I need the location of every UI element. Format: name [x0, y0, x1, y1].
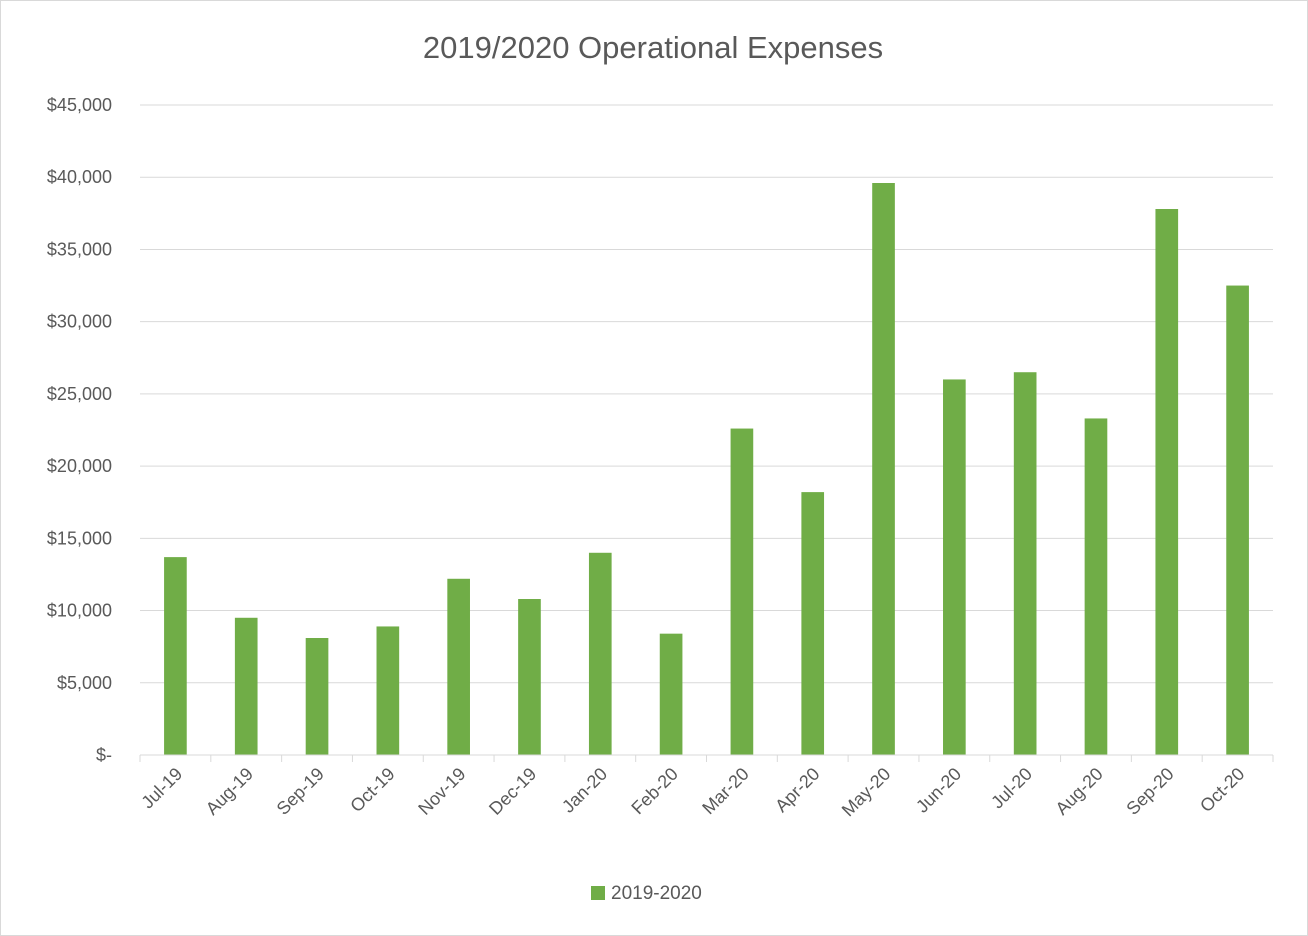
x-tick-label: Nov-19 — [414, 764, 469, 819]
bar-mar-20 — [730, 428, 754, 755]
legend-label: 2019-2020 — [611, 883, 702, 904]
bar-oct-20 — [1226, 285, 1249, 755]
x-tick-label: Jul-19 — [137, 764, 186, 813]
gridlines — [140, 104, 1273, 684]
bar-jul-20 — [1013, 372, 1037, 755]
bar-jun-20 — [943, 379, 966, 755]
y-tick-label: $5,000 — [57, 673, 112, 693]
y-tick-label: $25,000 — [47, 384, 112, 404]
y-tick-label: $10,000 — [47, 601, 112, 621]
bar-oct-19 — [376, 626, 400, 755]
bar-may-20 — [872, 183, 895, 755]
y-axis-ticks: $- $5,000 $10,000 $15,000 $20,000 $25,000 $30,… — [47, 95, 112, 765]
legend-swatch — [591, 886, 605, 900]
bar-sep-20 — [1155, 209, 1179, 755]
x-axis: Jul-19 Aug-19 Sep-19 Oct-19 Nov-19 Dec-19 Jan-… — [137, 754, 1274, 821]
y-tick-label: $40,000 — [47, 167, 112, 187]
bar-apr-20 — [801, 492, 825, 755]
y-tick-label: $- — [96, 745, 112, 765]
x-tick-label: Dec-19 — [485, 764, 540, 819]
y-tick-label: $45,000 — [47, 95, 112, 115]
x-tick-label: Mar-20 — [698, 764, 752, 818]
x-tick-label: Jan-20 — [558, 764, 611, 817]
x-tick-label: Jun-20 — [912, 764, 965, 817]
legend: 2019-2020 — [591, 883, 702, 904]
x-tick-label: Sep-19 — [273, 764, 328, 819]
bar-dec-19 — [518, 599, 541, 755]
chart-title: 2019/2020 Operational Expenses — [423, 30, 883, 65]
bar-jul-19 — [164, 557, 187, 755]
bar-aug-19 — [234, 617, 258, 755]
bar-sep-19 — [305, 638, 329, 755]
x-tick-label: Sep-20 — [1122, 764, 1177, 819]
bars — [164, 183, 1249, 755]
x-tick-label: Jul-20 — [987, 764, 1036, 813]
y-tick-label: $20,000 — [47, 456, 112, 476]
bar-jan-20 — [588, 552, 612, 755]
x-tick-label: Aug-19 — [202, 764, 257, 819]
bar-nov-19 — [447, 578, 470, 755]
y-tick-label: $15,000 — [47, 528, 112, 548]
x-tick-label: Aug-20 — [1052, 764, 1107, 819]
y-tick-label: $30,000 — [47, 312, 112, 332]
x-tick-label: May-20 — [838, 764, 895, 821]
x-tick-label: Oct-20 — [1196, 764, 1248, 816]
x-tick-label: Apr-20 — [771, 764, 823, 816]
bar-aug-20 — [1084, 418, 1108, 755]
x-tick-label: Feb-20 — [627, 764, 681, 818]
x-tick-label: Oct-19 — [346, 764, 398, 816]
bar-feb-20 — [659, 633, 683, 755]
y-tick-label: $35,000 — [47, 239, 112, 259]
